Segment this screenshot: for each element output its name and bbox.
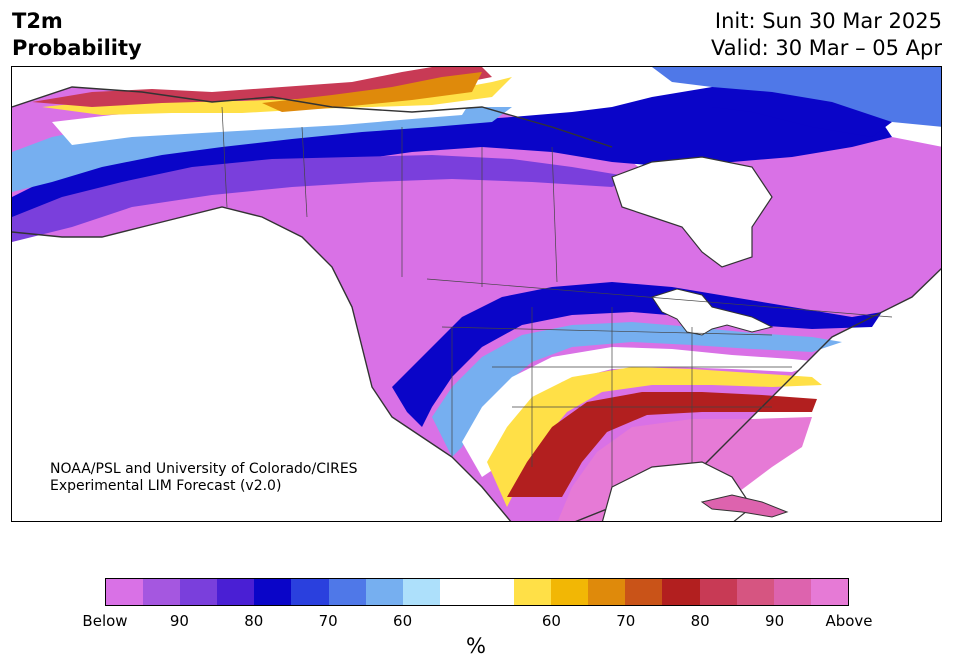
band-yellow-north (42, 77, 512, 115)
colorbar-segment (588, 579, 626, 605)
map-canvas (12, 67, 941, 521)
colorbar-segment (773, 579, 811, 605)
band-white-north (52, 99, 472, 145)
band-yellow-south (487, 367, 822, 507)
credit-line-2: Experimental LIM Forecast (v2.0) (50, 478, 282, 494)
cuba (700, 494, 789, 518)
colorbar-unit: % (466, 634, 486, 658)
band-blue-south (392, 282, 882, 427)
colorbar-segment (143, 579, 181, 605)
colorbar-segment (402, 579, 440, 605)
probability-map[interactable]: NOAA/PSL and University of Colorado/CIRE… (11, 66, 942, 522)
band-red-north (32, 67, 492, 107)
colorbar-segment (476, 579, 515, 605)
band-orange-north (262, 72, 482, 112)
colorbar-segment (810, 579, 848, 605)
colorbar-segment (699, 579, 737, 605)
colorbar-segment (217, 579, 255, 605)
colorbar-segment (254, 579, 292, 605)
colorbar-segment (439, 579, 477, 605)
init-date: Init: Sun 30 Mar 2025 (714, 9, 942, 33)
colorbar-segment (514, 579, 552, 605)
band-light-south (432, 322, 842, 457)
credit-line-1: NOAA/PSL and University of Colorado/CIRE… (50, 461, 358, 477)
great-lakes (651, 288, 774, 336)
valid-dates: Valid: 30 Mar – 05 Apr (711, 36, 942, 60)
colorbar-segment (106, 579, 144, 605)
colorbar-tick-label: 90 (765, 612, 785, 630)
colorbar-tick-label: 80 (690, 612, 710, 630)
hudson-bay (611, 156, 773, 268)
colorbar-segment (180, 579, 218, 605)
colorbar-segment (736, 579, 774, 605)
colorbar-segment (625, 579, 663, 605)
colorbar-tick-label: Above (825, 612, 873, 630)
colorbar-tick-label: 60 (393, 612, 413, 630)
colorbar-tick-label: 90 (169, 612, 189, 630)
political-borders (221, 106, 893, 487)
arctic-deepblue (712, 87, 892, 137)
colorbar-segment (328, 579, 366, 605)
colorbar-tick-label: 70 (318, 612, 338, 630)
band-red-south (507, 392, 817, 497)
variable-label: T2m (12, 9, 63, 33)
colorbar-tick-label: 80 (244, 612, 264, 630)
colorbar (105, 578, 849, 606)
colorbar-ticks: Below 90 80 70 60 60 70 80 90 Above (0, 612, 954, 632)
colorbar-segment (551, 579, 589, 605)
forecast-dates: Init: Sun 30 Mar 2025 Valid: 30 Mar – 05… (711, 8, 942, 62)
colorbar-segment (365, 579, 403, 605)
product-label: Probability (12, 36, 142, 60)
colorbar-tick-label: 60 (541, 612, 561, 630)
colorbar-segment (662, 579, 700, 605)
credit-text: NOAA/PSL and University of Colorado/CIRE… (50, 461, 358, 495)
band-white-south (462, 347, 822, 477)
band-purple-north (12, 155, 632, 242)
colorbar-tick-label: 70 (616, 612, 636, 630)
band-blue-north (12, 87, 892, 237)
colorbar-segment (291, 579, 329, 605)
colorbar-tick-label: Below (82, 612, 128, 630)
map-title: T2m Probability (12, 8, 142, 62)
